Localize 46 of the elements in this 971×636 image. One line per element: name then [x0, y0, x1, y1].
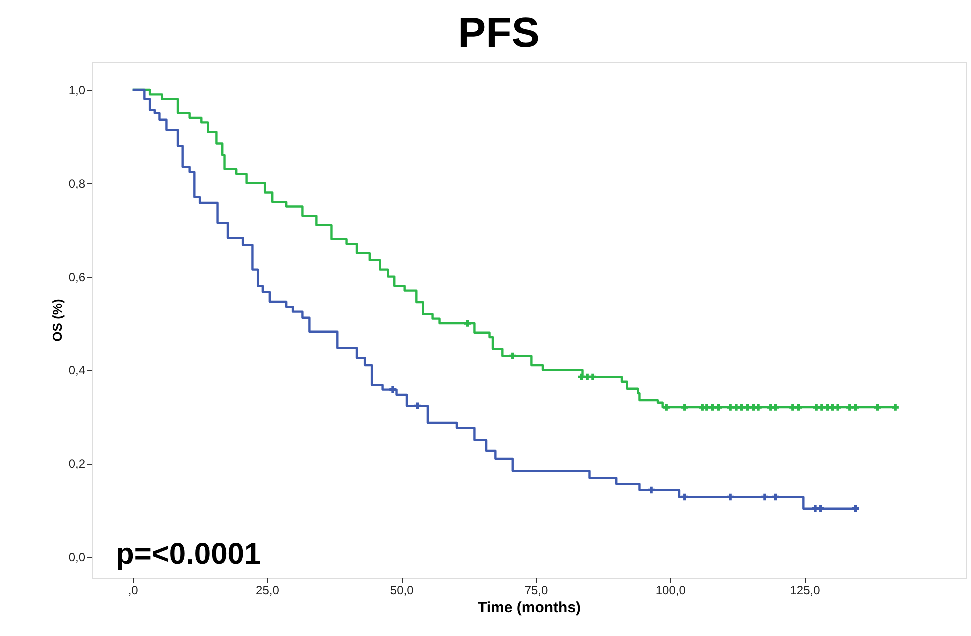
- point: [590, 374, 596, 381]
- x-tick-label: 50,0: [390, 584, 414, 598]
- y-tick-label: 0,2: [68, 457, 86, 472]
- point: [772, 494, 780, 501]
- point: [892, 404, 899, 411]
- point: [682, 404, 688, 411]
- point: [762, 494, 768, 501]
- point: [390, 386, 396, 394]
- point: [852, 506, 860, 512]
- point: [704, 404, 710, 411]
- point: [772, 404, 780, 411]
- x-axis-title: Time (months): [478, 600, 582, 616]
- y-tick-label: 0,8: [68, 176, 86, 191]
- y-tick-label: 0,0: [68, 550, 86, 564]
- annotation: p=<0.0001: [116, 538, 262, 571]
- point: [846, 404, 854, 411]
- x-tick-label: 100,0: [656, 584, 686, 598]
- point: [874, 404, 882, 411]
- point: [834, 404, 842, 411]
- x-tick-label: 125,0: [790, 584, 821, 598]
- point: [648, 486, 655, 494]
- point: [738, 404, 746, 411]
- point: [755, 404, 762, 411]
- point: [682, 494, 688, 501]
- x-tick-label: ,0: [128, 584, 139, 598]
- x-tick-label: 75,0: [524, 584, 548, 598]
- point: [818, 404, 826, 411]
- point: [715, 404, 722, 411]
- point: [709, 404, 716, 411]
- point: [727, 494, 734, 501]
- point: [744, 404, 752, 411]
- point: [414, 402, 422, 410]
- chart-title: PFS: [458, 9, 540, 56]
- x-tick-label: 25,0: [256, 584, 280, 598]
- y-tick-label: 1,0: [68, 84, 86, 98]
- point: [852, 404, 860, 411]
- point: [510, 352, 516, 360]
- point: [790, 404, 796, 411]
- point: [818, 506, 824, 512]
- y-axis-title: OS (%): [50, 299, 65, 342]
- point: [663, 404, 670, 411]
- point: [464, 320, 472, 327]
- y-tick-label: 0,4: [68, 364, 86, 378]
- point: [727, 404, 734, 411]
- point: [795, 404, 802, 411]
- y-tick-label: 0,6: [68, 270, 86, 284]
